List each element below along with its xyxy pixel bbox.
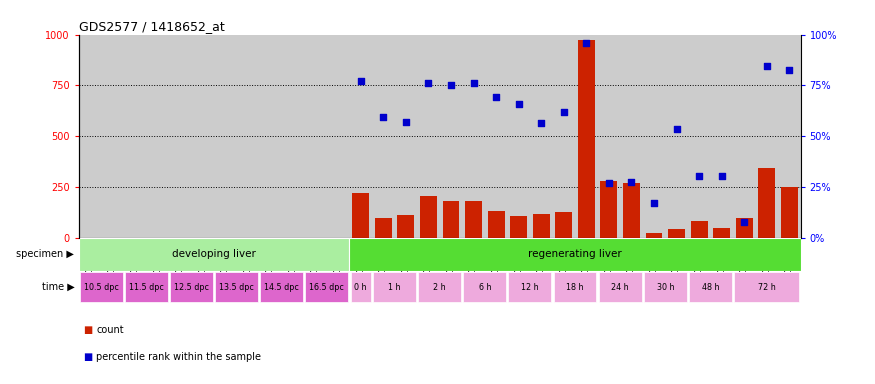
Point	[444, 83, 458, 89]
Bar	[689, 272, 732, 302]
Bar	[466, 200, 482, 238]
Text: 14.5 dpc: 14.5 dpc	[264, 283, 299, 291]
Text: count: count	[96, 325, 124, 335]
Text: 48 h: 48 h	[702, 283, 719, 291]
Bar	[556, 212, 572, 238]
Bar	[79, 238, 349, 271]
Bar	[487, 211, 505, 238]
Bar	[305, 272, 348, 302]
Bar	[578, 40, 595, 238]
Text: percentile rank within the sample: percentile rank within the sample	[96, 352, 262, 362]
Bar	[351, 272, 371, 302]
Text: developing liver: developing liver	[172, 250, 256, 260]
Bar	[533, 214, 550, 238]
Point	[647, 200, 661, 206]
Point	[715, 173, 729, 179]
Text: 16.5 dpc: 16.5 dpc	[310, 283, 345, 291]
Bar	[125, 272, 168, 302]
Text: GDS2577 / 1418652_at: GDS2577 / 1418652_at	[79, 20, 225, 33]
Bar	[646, 233, 662, 238]
Text: 1 h: 1 h	[388, 283, 401, 291]
Point	[738, 219, 752, 225]
Text: 0 h: 0 h	[354, 283, 367, 291]
Bar	[349, 238, 801, 271]
Point	[422, 80, 436, 86]
Text: 30 h: 30 h	[656, 283, 674, 291]
Bar	[215, 272, 258, 302]
Bar	[598, 272, 641, 302]
Text: regenerating liver: regenerating liver	[528, 250, 622, 260]
Text: 18 h: 18 h	[566, 283, 584, 291]
Text: 12 h: 12 h	[522, 283, 539, 291]
Text: 13.5 dpc: 13.5 dpc	[220, 283, 254, 291]
Point	[354, 78, 367, 84]
Point	[489, 94, 503, 100]
Bar	[644, 272, 687, 302]
Bar	[690, 221, 708, 238]
Bar	[80, 272, 123, 302]
Text: ■: ■	[83, 352, 93, 362]
Text: 72 h: 72 h	[758, 283, 775, 291]
Bar	[780, 187, 798, 238]
Point	[535, 120, 549, 126]
Bar	[397, 215, 414, 238]
Bar	[713, 228, 730, 238]
Text: 6 h: 6 h	[479, 283, 491, 291]
Text: ■: ■	[83, 325, 93, 335]
Bar	[510, 216, 527, 238]
Bar	[443, 200, 459, 238]
Point	[625, 179, 639, 185]
Bar	[759, 168, 775, 238]
Bar	[373, 272, 416, 302]
Point	[399, 119, 413, 125]
Text: 11.5 dpc: 11.5 dpc	[129, 283, 164, 291]
Bar	[623, 183, 640, 238]
Point	[556, 109, 570, 115]
Point	[376, 114, 390, 120]
Bar	[374, 218, 392, 238]
Point	[512, 101, 526, 107]
Point	[782, 67, 796, 73]
Text: time ▶: time ▶	[42, 282, 74, 292]
Bar	[734, 272, 800, 302]
Point	[760, 63, 774, 69]
Bar	[420, 197, 437, 238]
Bar	[170, 272, 213, 302]
Bar	[261, 272, 304, 302]
Point	[669, 126, 683, 132]
Bar	[668, 229, 685, 238]
Point	[692, 173, 706, 179]
Bar	[736, 218, 752, 238]
Bar	[418, 272, 461, 302]
Point	[466, 80, 480, 86]
Text: 2 h: 2 h	[433, 283, 446, 291]
Bar	[464, 272, 507, 302]
Text: 24 h: 24 h	[612, 283, 629, 291]
Text: 10.5 dpc: 10.5 dpc	[84, 283, 119, 291]
Bar	[353, 194, 369, 238]
Bar	[600, 181, 618, 238]
Bar	[554, 272, 597, 302]
Point	[579, 40, 593, 46]
Point	[602, 180, 616, 186]
Text: 12.5 dpc: 12.5 dpc	[174, 283, 209, 291]
Bar	[508, 272, 551, 302]
Text: specimen ▶: specimen ▶	[17, 250, 74, 260]
